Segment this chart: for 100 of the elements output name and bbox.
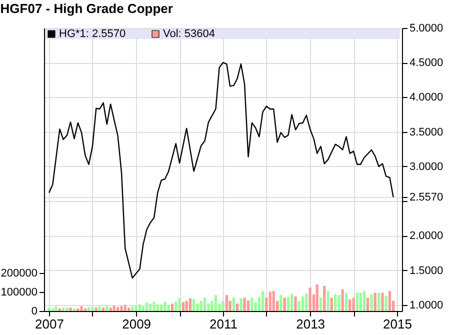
bar [261, 291, 264, 311]
y2-tick-label: 4.0000 [410, 92, 444, 104]
bar [120, 306, 123, 311]
bar [316, 284, 318, 311]
bar [48, 308, 50, 311]
bar [341, 289, 344, 311]
bar [352, 298, 355, 311]
bar [294, 296, 297, 311]
bar [280, 295, 282, 311]
y-tick-label: 200000 [0, 268, 38, 280]
bar [377, 292, 380, 311]
y2-tick-label: 1.5000 [410, 264, 444, 277]
bar [106, 306, 108, 311]
bar [94, 308, 98, 311]
bar [268, 292, 272, 311]
bar [145, 302, 148, 311]
bar [384, 296, 388, 311]
y2-tick-label: 1.0000 [410, 299, 444, 312]
bar [225, 295, 228, 311]
bar [149, 304, 152, 311]
bar [164, 302, 166, 311]
bar [142, 306, 144, 311]
y2-tick-label: 2.5570 [410, 192, 444, 204]
bar [298, 300, 300, 311]
bar [308, 288, 312, 311]
bar [188, 298, 192, 311]
bar [381, 292, 384, 311]
bar [348, 299, 352, 311]
bar [156, 304, 159, 311]
bar [301, 296, 304, 311]
bar [362, 291, 366, 311]
bar [124, 304, 126, 311]
bar [290, 294, 294, 311]
bar [62, 308, 65, 311]
bar [170, 304, 174, 311]
y2-tick-label: 3.5000 [410, 126, 444, 138]
bar [182, 302, 185, 311]
bar [167, 304, 170, 311]
bar [160, 304, 163, 311]
chart-title: HGF07 - High Grade Copper [0, 1, 173, 16]
bar [272, 291, 275, 311]
bar [334, 294, 337, 311]
bar [283, 298, 286, 311]
bar [109, 308, 112, 311]
x-tick-label: 2015 [383, 316, 412, 332]
bar [305, 294, 308, 311]
bar [80, 306, 83, 311]
x-tick-label: 2009 [122, 316, 152, 332]
bar [356, 292, 359, 311]
bar [134, 306, 138, 311]
bar [250, 298, 254, 311]
bar [286, 296, 290, 311]
legend-label: Vol: 53604 [163, 28, 215, 40]
bar [330, 298, 333, 311]
bar [214, 295, 218, 311]
x-tick-label: 2011 [210, 316, 238, 332]
y2-tick-label: 5.0000 [410, 22, 444, 34]
bar [236, 304, 239, 311]
bar [138, 304, 142, 311]
bar [326, 291, 330, 311]
bar [200, 300, 202, 311]
bar [243, 298, 246, 311]
bar [152, 302, 156, 311]
y-tick-label: 100000 [0, 286, 38, 299]
y2-tick-label: 4.5000 [410, 57, 444, 70]
bar [374, 292, 376, 311]
bar [370, 294, 373, 311]
x-tick-label: 2013 [296, 316, 326, 332]
bar [366, 298, 370, 311]
bar [240, 298, 242, 311]
bar [338, 295, 340, 311]
bar [344, 292, 348, 311]
bar [232, 298, 236, 311]
bar [66, 308, 68, 311]
bar [319, 298, 322, 311]
bar [116, 307, 120, 311]
y2-tick-label: 3.0000 [410, 160, 444, 173]
bar [91, 306, 94, 311]
y2-tick-label: 2.0000 [410, 230, 444, 242]
bar [192, 299, 196, 311]
bar [69, 308, 72, 311]
x-tick-label: 2007 [35, 316, 64, 332]
bar [203, 298, 206, 311]
line-series [48, 62, 394, 279]
bar [54, 306, 58, 311]
legend-label: HG*1: 2.5570 [59, 28, 126, 40]
bar [174, 302, 178, 311]
bar [185, 300, 188, 311]
bar [388, 291, 392, 311]
bar [131, 306, 134, 311]
bar [323, 286, 326, 311]
bar [98, 306, 101, 311]
bar [127, 308, 130, 311]
bar [87, 307, 90, 311]
bar [359, 292, 362, 311]
bar [112, 306, 116, 311]
bar [246, 300, 250, 311]
y-tick-label: 0 [31, 306, 38, 318]
bar [178, 298, 181, 311]
bar [102, 308, 105, 311]
